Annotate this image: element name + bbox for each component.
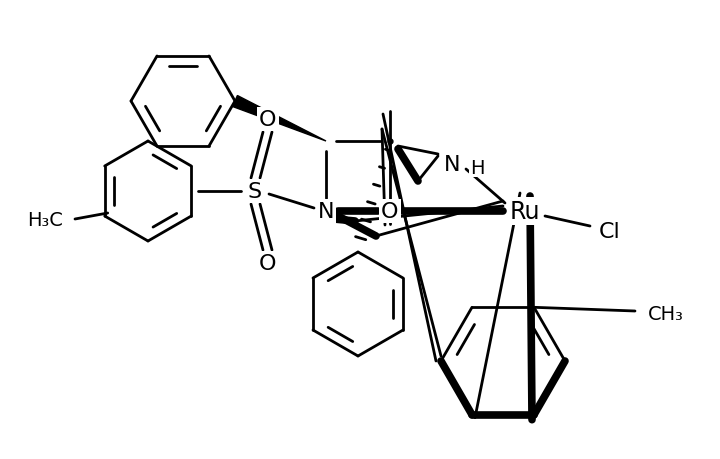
Text: CH₃: CH₃ <box>648 305 684 324</box>
Text: Ru: Ru <box>510 200 540 224</box>
Text: H₃C: H₃C <box>27 210 63 229</box>
Text: Cl: Cl <box>599 222 621 241</box>
Text: O: O <box>259 253 276 274</box>
Text: N: N <box>444 155 460 174</box>
Text: O: O <box>382 202 399 222</box>
Text: N: N <box>318 202 334 222</box>
Text: S: S <box>248 182 262 202</box>
Text: O: O <box>259 110 276 130</box>
Polygon shape <box>233 96 326 142</box>
Text: H: H <box>470 158 485 177</box>
